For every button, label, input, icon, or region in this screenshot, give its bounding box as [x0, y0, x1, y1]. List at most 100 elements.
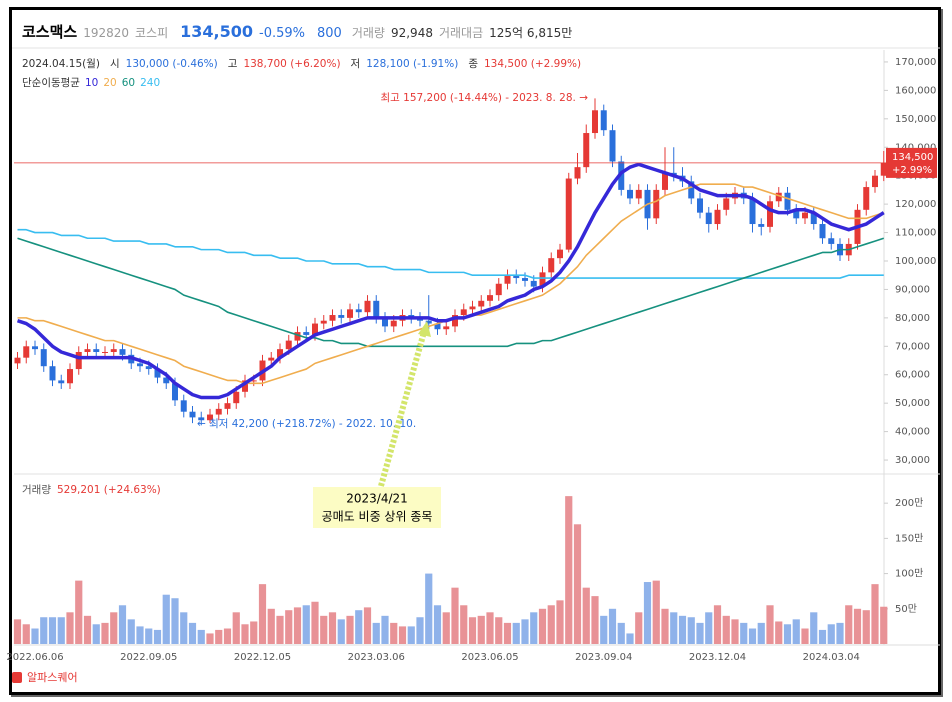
legend-entry: 20 [103, 77, 117, 89]
volume-bar [687, 617, 695, 644]
callout-line: 공매도 비중 상위 종목 [322, 510, 433, 524]
candle-body [102, 351, 108, 353]
candle-body [40, 349, 47, 367]
candle-body [75, 351, 82, 370]
candle-body [478, 300, 485, 307]
candle-body [294, 332, 301, 341]
volume-bar [363, 607, 372, 644]
candle-body [662, 172, 668, 190]
volume-bar [101, 622, 109, 644]
candle-body [600, 110, 607, 131]
volume-bar [573, 524, 582, 644]
y-tick-label: 120,000 [895, 199, 936, 210]
x-tick-label: 2024.03.04 [803, 652, 860, 663]
callout-box [313, 487, 441, 528]
volume-bar [425, 573, 433, 644]
candle-body [285, 340, 292, 350]
candle-body [67, 369, 73, 384]
volume-bar [670, 612, 678, 644]
candle-body [425, 320, 432, 324]
y-tick-label: 60,000 [895, 370, 930, 381]
volume-tick-label: 150만 [895, 532, 923, 544]
volume-bar [477, 615, 485, 644]
candle-body [312, 323, 318, 335]
volume-bar [276, 615, 284, 644]
volume-bar [495, 617, 503, 644]
volume-bar [600, 615, 608, 644]
amount-label: 거래대금 [438, 26, 484, 40]
candle-body [215, 408, 222, 415]
volume-bar [215, 629, 223, 644]
candle-body [180, 400, 187, 412]
candle-body [443, 326, 450, 330]
volume-bar [320, 615, 328, 644]
volume-bar [127, 619, 135, 644]
candle-body [530, 280, 537, 287]
volume-bar [250, 621, 258, 644]
candle-body [163, 377, 170, 384]
candle-body [723, 198, 730, 210]
market: 코스피 [135, 26, 169, 40]
candle-body [487, 295, 493, 301]
volume-bar [731, 619, 739, 644]
volume-bar [66, 612, 74, 644]
volume-bar [398, 626, 407, 644]
candle-body [784, 192, 791, 210]
stock-name: 코스맥스 [22, 23, 78, 41]
volume-bar [232, 612, 240, 644]
candle-body [233, 391, 240, 404]
y-tick-label: 80,000 [895, 313, 930, 324]
x-tick-label: 2022.09.05 [120, 652, 177, 663]
candle-body [863, 187, 870, 210]
candle-body [355, 309, 362, 313]
candle-body [819, 224, 826, 239]
candle-body [513, 275, 520, 279]
y-tick-label: 110,000 [895, 228, 936, 239]
y-tick-label: 170,000 [895, 57, 936, 68]
volume-bar [258, 584, 267, 644]
ma-line [16, 162, 885, 400]
candle-body [460, 309, 467, 316]
volume-bar [652, 580, 660, 644]
y-tick-label: 150,000 [895, 114, 936, 125]
x-tick-label: 2023.09.04 [575, 652, 632, 663]
volume-bar [241, 624, 249, 644]
volume-bar [836, 622, 844, 644]
volume-bar [801, 628, 809, 644]
candle-body [653, 189, 660, 219]
volume-bar [783, 624, 792, 644]
candle-body [452, 315, 458, 327]
candle-body [469, 306, 476, 310]
y-tick-label: 100,000 [895, 256, 936, 267]
candle-body [84, 349, 91, 352]
y-tick-label: 30,000 [895, 455, 930, 466]
volume-bar [827, 624, 835, 644]
footer-text: 알파스퀘어 [27, 670, 78, 684]
volume-title: 거래량 [22, 484, 51, 496]
ma-line [17, 237, 884, 348]
volume-bar [328, 612, 337, 644]
volume-bar [136, 626, 144, 644]
high-annotation: 최고 157,200 (-14.44%) - 2023. 8. 28. → [381, 92, 589, 104]
legend-entry: 240 [140, 77, 161, 89]
price-tag-label: 134,500 [892, 152, 933, 163]
y-tick-label: 50,000 [895, 398, 930, 409]
volume-bar [661, 608, 669, 644]
ma-title: 단순이동평균 [22, 77, 80, 89]
candle-body [592, 110, 598, 134]
volume-bar [416, 617, 424, 644]
candle-body [697, 198, 703, 213]
ohlc-value: 130,000 (-0.46%) [125, 58, 218, 70]
ohlc-value: 134,500 (+2.99%) [484, 58, 582, 70]
candle-body [32, 346, 38, 350]
candle-body [224, 403, 231, 409]
volume-tick-label: 100만 [895, 568, 923, 580]
volume-bar [766, 605, 774, 644]
candle-body [548, 258, 555, 273]
x-tick-label: 2023.03.06 [348, 652, 405, 663]
volume-bar [153, 629, 162, 644]
price-tag [886, 147, 937, 178]
volume-bar [845, 605, 853, 644]
volume-bar [442, 612, 450, 644]
